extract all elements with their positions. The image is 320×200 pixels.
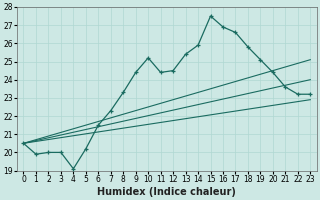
X-axis label: Humidex (Indice chaleur): Humidex (Indice chaleur): [98, 187, 236, 197]
